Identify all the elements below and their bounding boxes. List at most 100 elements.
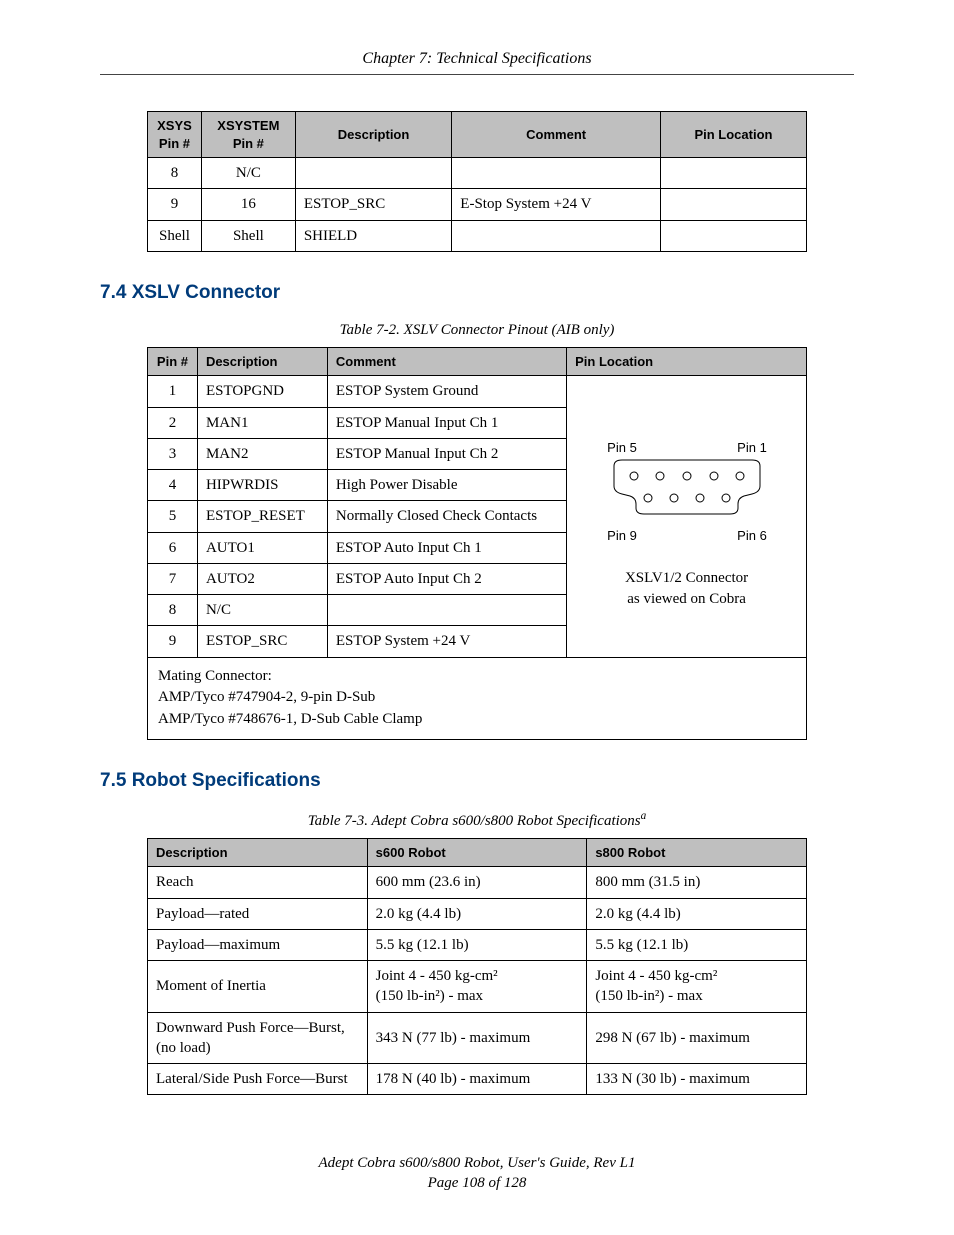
table-7-3-caption-sup: a [641,810,647,822]
cell: AUTO1 [197,532,327,563]
table-row: Reach 600 mm (23.6 in) 800 mm (31.5 in) [148,867,807,898]
th-comment: Comment [452,112,661,158]
mating-line1: Mating Connector: [158,668,272,684]
cell: 800 mm (31.5 in) [587,867,807,898]
th-pin-location: Pin Location [567,347,807,376]
cell: 5.5 kg (12.1 lb) [587,929,807,960]
cell: ESTOP System +24 V [327,626,566,657]
table-row: 1 ESTOPGND ESTOP System Ground Pin 5 Pin… [148,376,807,407]
pin6-label: Pin 6 [737,528,767,543]
pin9-label: Pin 9 [607,528,637,543]
cell: SHIELD [295,220,451,251]
cell: 178 N (40 lb) - maximum [367,1064,587,1095]
cell [660,189,806,220]
cell: 9 [148,626,198,657]
cell: Payload—maximum [148,929,368,960]
cell: 133 N (30 lb) - maximum [587,1064,807,1095]
cell: 5.5 kg (12.1 lb) [367,929,587,960]
cell: 2.0 kg (4.4 lb) [587,898,807,929]
table-xsys-continuation: XSYS Pin # XSYSTEM Pin # Description Com… [147,111,807,252]
cell: 8 [148,158,202,189]
table-7-3-caption-text: Table 7-3. Adept Cobra s600/s800 Robot S… [308,813,641,829]
cell: Reach [148,867,368,898]
cell: 9 [148,189,202,220]
section-7-4-heading: 7.4 XSLV Connector [100,282,854,304]
cell: MAN2 [197,438,327,469]
cell [452,220,661,251]
cell: N/C [201,158,295,189]
table-header-row: XSYS Pin # XSYSTEM Pin # Description Com… [148,112,807,158]
cell: 2.0 kg (4.4 lb) [367,898,587,929]
th-s600: s600 Robot [367,838,587,867]
page: Chapter 7: Technical Specifications XSYS… [0,0,954,1235]
table-row: 8 N/C [148,158,807,189]
cell: ESTOP Auto Input Ch 1 [327,532,566,563]
th-description: Description [148,838,368,867]
chapter-header: Chapter 7: Technical Specifications [100,50,854,68]
table-row: 9 16 ESTOP_SRC E-Stop System +24 V [148,189,807,220]
th-xsystem-pin: XSYSTEM Pin # [201,112,295,158]
cell: AUTO2 [197,563,327,594]
page-footer: Adept Cobra s600/s800 Robot, User's Guid… [0,1153,954,1194]
table-row: Lateral/Side Push Force—Burst 178 N (40 … [148,1064,807,1095]
table-row: Shell Shell SHIELD [148,220,807,251]
cell: 2 [148,407,198,438]
th-s800: s800 Robot [587,838,807,867]
table-row: Payload—rated 2.0 kg (4.4 lb) 2.0 kg (4.… [148,898,807,929]
cell [327,595,566,626]
cell: 600 mm (23.6 in) [367,867,587,898]
cell [452,158,661,189]
cell: Moment of Inertia [148,961,368,1013]
cell: ESTOPGND [197,376,327,407]
cell [660,220,806,251]
cell: 16 [201,189,295,220]
pin-location-diagram-cell: Pin 5 Pin 1 Pin 9 Pin 6 [567,376,807,657]
th-pin-location: Pin Location [660,112,806,158]
cell: Lateral/Side Push Force—Burst [148,1064,368,1095]
cell: 298 N (67 lb) - maximum [587,1012,807,1064]
cell: ESTOP Manual Input Ch 2 [327,438,566,469]
cell: 3 [148,438,198,469]
cell: Shell [148,220,202,251]
cell: HIPWRDIS [197,470,327,501]
th-pin: Pin # [148,347,198,376]
table-header-row: Description s600 Robot s800 Robot [148,838,807,867]
cell: Normally Closed Check Contacts [327,501,566,532]
cell: 7 [148,563,198,594]
cell: 5 [148,501,198,532]
mating-line2: AMP/Tyco #747904-2, 9-pin D-Sub [158,689,375,705]
cell: 4 [148,470,198,501]
dsub-connector-icon: Pin 5 Pin 1 Pin 9 Pin 6 [592,434,782,554]
table-robot-specifications: Description s600 Robot s800 Robot Reach … [147,838,807,1096]
cell: Joint 4 - 450 kg-cm²(150 lb-in²) - max [587,961,807,1013]
cell: Payload—rated [148,898,368,929]
table-row-mating: Mating Connector: AMP/Tyco #747904-2, 9-… [148,657,807,739]
table-header-row: Pin # Description Comment Pin Location [148,347,807,376]
cell: ESTOP_RESET [197,501,327,532]
table-row: Downward Push Force—Burst, (no load) 343… [148,1012,807,1064]
th-xsys-pin: XSYS Pin # [148,112,202,158]
cell: Downward Push Force—Burst, (no load) [148,1012,368,1064]
mating-connector-cell: Mating Connector: AMP/Tyco #747904-2, 9-… [148,657,807,739]
th-description: Description [197,347,327,376]
cell: ESTOP System Ground [327,376,566,407]
table-7-2-caption: Table 7-2. XSLV Connector Pinout (AIB on… [100,322,854,339]
cell: ESTOP_SRC [295,189,451,220]
th-description: Description [295,112,451,158]
header-rule [100,74,854,75]
pin5-label: Pin 5 [607,440,637,455]
footer-line1: Adept Cobra s600/s800 Robot, User's Guid… [319,1155,636,1171]
cell: Joint 4 - 450 kg-cm²(150 lb-in²) - max [367,961,587,1013]
cell: ESTOP_SRC [197,626,327,657]
table-xslv-pinout: Pin # Description Comment Pin Location 1… [147,347,807,740]
diagram-caption-line1: XSLV1/2 Connector [575,568,798,588]
cell: Shell [201,220,295,251]
table-row: Payload—maximum 5.5 kg (12.1 lb) 5.5 kg … [148,929,807,960]
cell: ESTOP Manual Input Ch 1 [327,407,566,438]
table-7-3-caption: Table 7-3. Adept Cobra s600/s800 Robot S… [100,810,854,830]
cell: High Power Disable [327,470,566,501]
th-comment: Comment [327,347,566,376]
diagram-caption-line2: as viewed on Cobra [575,589,798,609]
cell: ESTOP Auto Input Ch 2 [327,563,566,594]
section-7-5-heading: 7.5 Robot Specifications [100,770,854,792]
